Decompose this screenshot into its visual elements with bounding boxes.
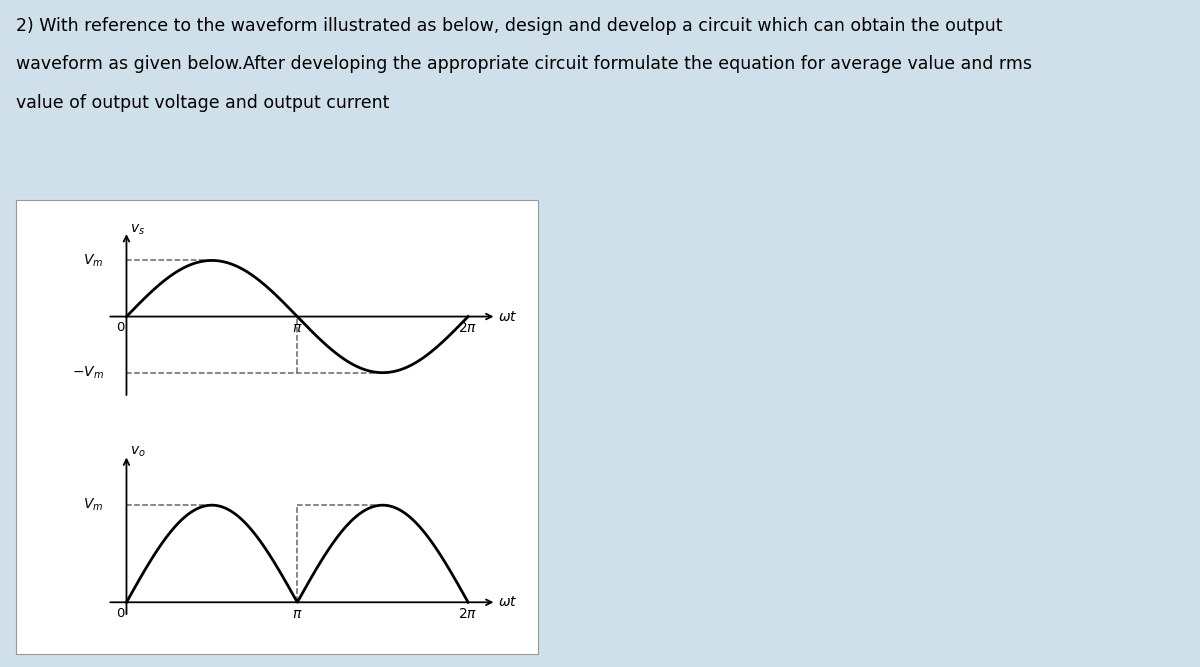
Text: value of output voltage and output current: value of output voltage and output curre… [16,94,389,112]
Text: $\omega t$: $\omega t$ [498,595,517,609]
Text: 2) With reference to the waveform illustrated as below, design and develop a cir: 2) With reference to the waveform illust… [16,17,1002,35]
Text: waveform as given below.After developing the appropriate circuit formulate the e: waveform as given below.After developing… [16,55,1032,73]
Text: $2\pi$: $2\pi$ [458,321,478,335]
Text: $\pi$: $\pi$ [292,321,302,335]
Text: 0: 0 [116,321,125,334]
Text: $2\pi$: $2\pi$ [458,607,478,621]
Text: $v_s$: $v_s$ [130,222,145,237]
Text: 0: 0 [116,607,125,620]
Text: $V_m$: $V_m$ [83,252,103,269]
Text: $v_o$: $v_o$ [130,444,145,459]
Text: $V_m$: $V_m$ [83,497,103,514]
Text: $\omega t$: $\omega t$ [498,309,517,323]
Text: $\pi$: $\pi$ [292,607,302,621]
Text: $-V_m$: $-V_m$ [72,364,103,381]
